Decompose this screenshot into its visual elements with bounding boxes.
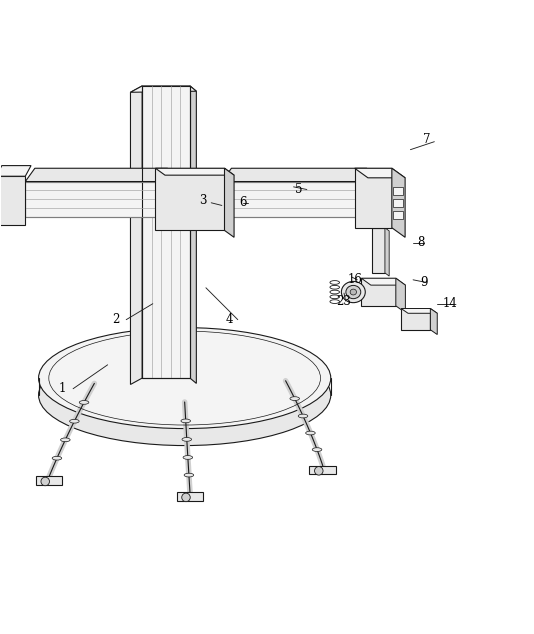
Polygon shape — [310, 466, 336, 474]
Ellipse shape — [315, 467, 323, 475]
Ellipse shape — [298, 414, 308, 418]
Text: 8: 8 — [418, 236, 425, 249]
Polygon shape — [401, 309, 430, 330]
Ellipse shape — [79, 401, 89, 404]
Text: 2: 2 — [112, 313, 119, 326]
Text: 23: 23 — [336, 295, 351, 307]
Polygon shape — [36, 476, 62, 485]
Ellipse shape — [341, 281, 365, 302]
Ellipse shape — [182, 493, 190, 501]
Polygon shape — [130, 86, 197, 93]
Polygon shape — [430, 309, 437, 335]
Polygon shape — [355, 168, 405, 178]
Ellipse shape — [290, 397, 300, 401]
Polygon shape — [394, 211, 403, 219]
Text: 4: 4 — [226, 313, 233, 326]
Polygon shape — [385, 228, 389, 276]
Text: 16: 16 — [347, 273, 362, 287]
Polygon shape — [142, 179, 190, 378]
Ellipse shape — [41, 477, 50, 486]
Ellipse shape — [346, 285, 361, 299]
Text: 1: 1 — [59, 382, 66, 395]
Polygon shape — [394, 199, 403, 207]
Ellipse shape — [52, 456, 62, 460]
Ellipse shape — [184, 473, 194, 477]
Ellipse shape — [350, 289, 357, 295]
Polygon shape — [222, 181, 357, 217]
Polygon shape — [224, 168, 234, 237]
Polygon shape — [142, 86, 190, 179]
Ellipse shape — [183, 456, 193, 459]
Polygon shape — [372, 228, 385, 273]
Polygon shape — [0, 165, 31, 176]
Polygon shape — [392, 168, 405, 237]
Polygon shape — [355, 168, 392, 228]
Polygon shape — [222, 168, 367, 181]
Text: 9: 9 — [420, 276, 427, 289]
Text: 5: 5 — [295, 183, 303, 196]
Polygon shape — [362, 278, 396, 306]
Text: 6: 6 — [239, 197, 247, 209]
Ellipse shape — [38, 345, 331, 446]
Polygon shape — [155, 168, 234, 175]
Polygon shape — [25, 181, 158, 217]
Polygon shape — [0, 176, 25, 225]
Ellipse shape — [305, 431, 315, 435]
Text: 14: 14 — [443, 297, 458, 310]
Ellipse shape — [181, 419, 191, 423]
Polygon shape — [25, 168, 168, 181]
Ellipse shape — [312, 448, 322, 451]
Ellipse shape — [69, 419, 79, 423]
Ellipse shape — [182, 437, 192, 441]
Ellipse shape — [60, 438, 70, 442]
Polygon shape — [155, 168, 224, 230]
Ellipse shape — [38, 328, 331, 429]
Polygon shape — [396, 278, 405, 313]
Polygon shape — [362, 278, 405, 285]
Text: 3: 3 — [200, 193, 207, 207]
Polygon shape — [394, 188, 403, 195]
Polygon shape — [401, 309, 437, 313]
Polygon shape — [190, 86, 197, 384]
Text: 7: 7 — [422, 133, 430, 146]
Polygon shape — [177, 493, 203, 501]
Polygon shape — [130, 86, 142, 384]
